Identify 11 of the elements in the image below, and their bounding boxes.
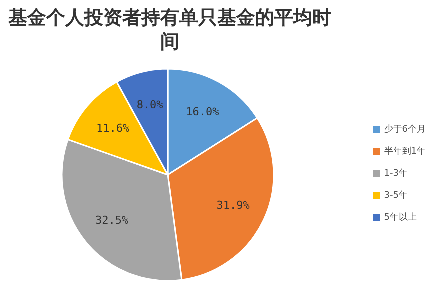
data-label: 11.6%: [96, 122, 130, 135]
data-label: 8.0%: [136, 98, 164, 112]
data-label: 16.0%: [186, 105, 220, 118]
chart-title: 基金个人投资者持有单只基金的平均时间: [8, 6, 332, 54]
data-label: 32.5%: [95, 214, 129, 227]
legend-label: 1-3年: [384, 169, 408, 179]
legend-label: 半年到1年: [384, 147, 426, 157]
legend-label: 少于6个月: [384, 125, 426, 135]
legend-label: 3-5年: [384, 191, 408, 201]
legend-label: 5年以上: [384, 213, 417, 223]
data-label: 31.9%: [216, 198, 250, 212]
